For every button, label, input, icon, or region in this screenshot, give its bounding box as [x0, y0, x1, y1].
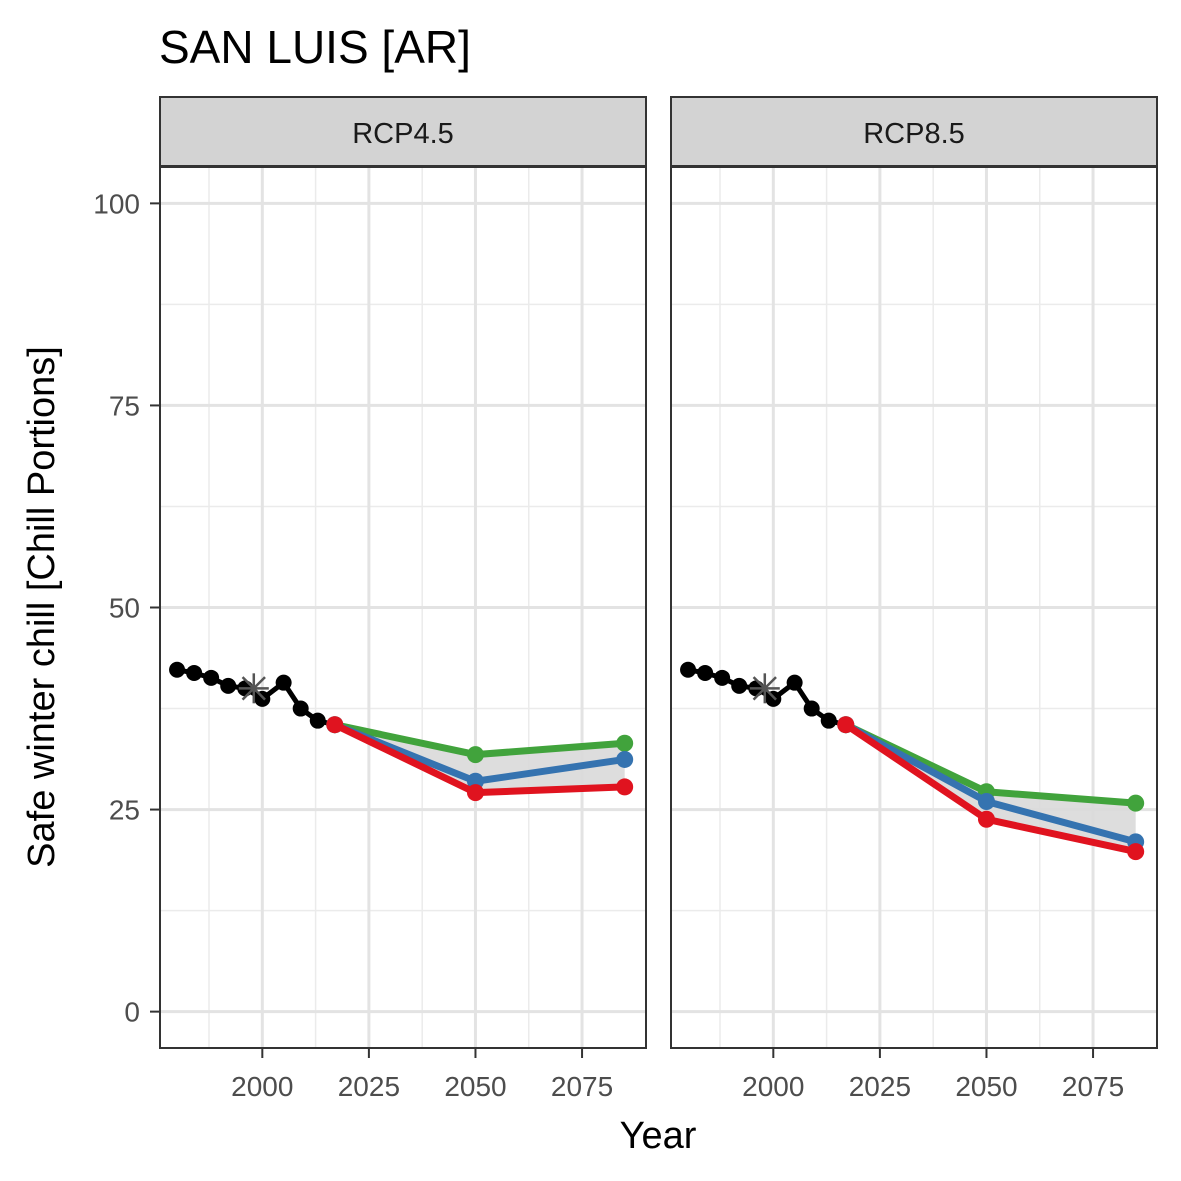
historic-data-point — [820, 712, 837, 729]
baseline-asterisk-stroke — [752, 676, 777, 701]
historic-data-point — [697, 664, 714, 681]
scenario-data-point — [837, 716, 855, 734]
y-axis: 0 25 50 75 100 — [93, 188, 160, 1028]
scenario-data-point — [466, 746, 484, 764]
baseline-asterisk-marker — [749, 673, 780, 704]
x-tick-label: 2050 — [444, 1071, 506, 1102]
panel-border — [670, 166, 1158, 1049]
historic-data-point — [292, 700, 309, 717]
facet-strip — [670, 96, 1158, 167]
x-tick-label: 2000 — [742, 1071, 804, 1102]
facet-panel-rcp45: RCP4.5 2000 2025 2050 2075 — [159, 96, 647, 1102]
historic-data-point — [254, 690, 271, 707]
scenario-data-point — [977, 810, 995, 828]
historic-data-point — [220, 677, 237, 694]
historic-data-point — [765, 690, 782, 707]
historic-data-point — [275, 674, 292, 691]
facet-strip-label: RCP8.5 — [863, 118, 965, 150]
historic-data-point — [786, 674, 803, 691]
x-tick-label: 2025 — [338, 1071, 400, 1102]
scenario-data-point — [616, 750, 634, 768]
historic-data-point — [309, 712, 326, 729]
scenario-data-point — [616, 734, 634, 752]
x-tick-label: 2000 — [231, 1071, 293, 1102]
historic-data-point — [203, 669, 220, 686]
chart-title: SAN LUIS [AR] — [159, 21, 471, 73]
x-tick-label: 2075 — [551, 1071, 613, 1102]
facet-strip — [159, 96, 647, 167]
y-tick-label: 25 — [109, 795, 140, 826]
historic-data-point — [803, 700, 820, 717]
baseline-asterisk-stroke — [241, 676, 266, 701]
facet-strip-label: RCP4.5 — [352, 118, 454, 150]
y-tick-label: 50 — [109, 593, 140, 624]
historic-data-point — [186, 664, 203, 681]
y-tick-label: 75 — [109, 390, 140, 421]
y-axis-title: Safe winter chill [Chill Portions] — [21, 346, 63, 868]
x-tick-label: 2075 — [1062, 1071, 1124, 1102]
x-tick-label: 2025 — [849, 1071, 911, 1102]
x-axis-title: Year — [620, 1115, 697, 1157]
baseline-asterisk-marker — [238, 673, 269, 704]
y-tick-label: 0 — [124, 997, 140, 1028]
x-tick-label: 2050 — [955, 1071, 1017, 1102]
scenario-data-point — [616, 778, 634, 796]
facet-panel-rcp85: RCP8.5 2000 2025 2050 2075 — [670, 96, 1158, 1102]
scenario-data-point — [1127, 843, 1145, 861]
scenario-data-point — [326, 716, 344, 734]
historic-data-point — [680, 661, 697, 678]
scenario-data-point — [466, 784, 484, 802]
facet-panels: RCP4.5 2000 2025 2050 2075 RCP8.5 2000 2025 2050… — [159, 96, 1158, 1102]
y-tick-label: 100 — [93, 188, 140, 219]
historic-data-point — [169, 661, 186, 678]
scenario-data-point — [1127, 794, 1145, 812]
historic-data-point — [731, 677, 748, 694]
historic-data-point — [714, 669, 731, 686]
scenario-data-point — [977, 792, 995, 810]
